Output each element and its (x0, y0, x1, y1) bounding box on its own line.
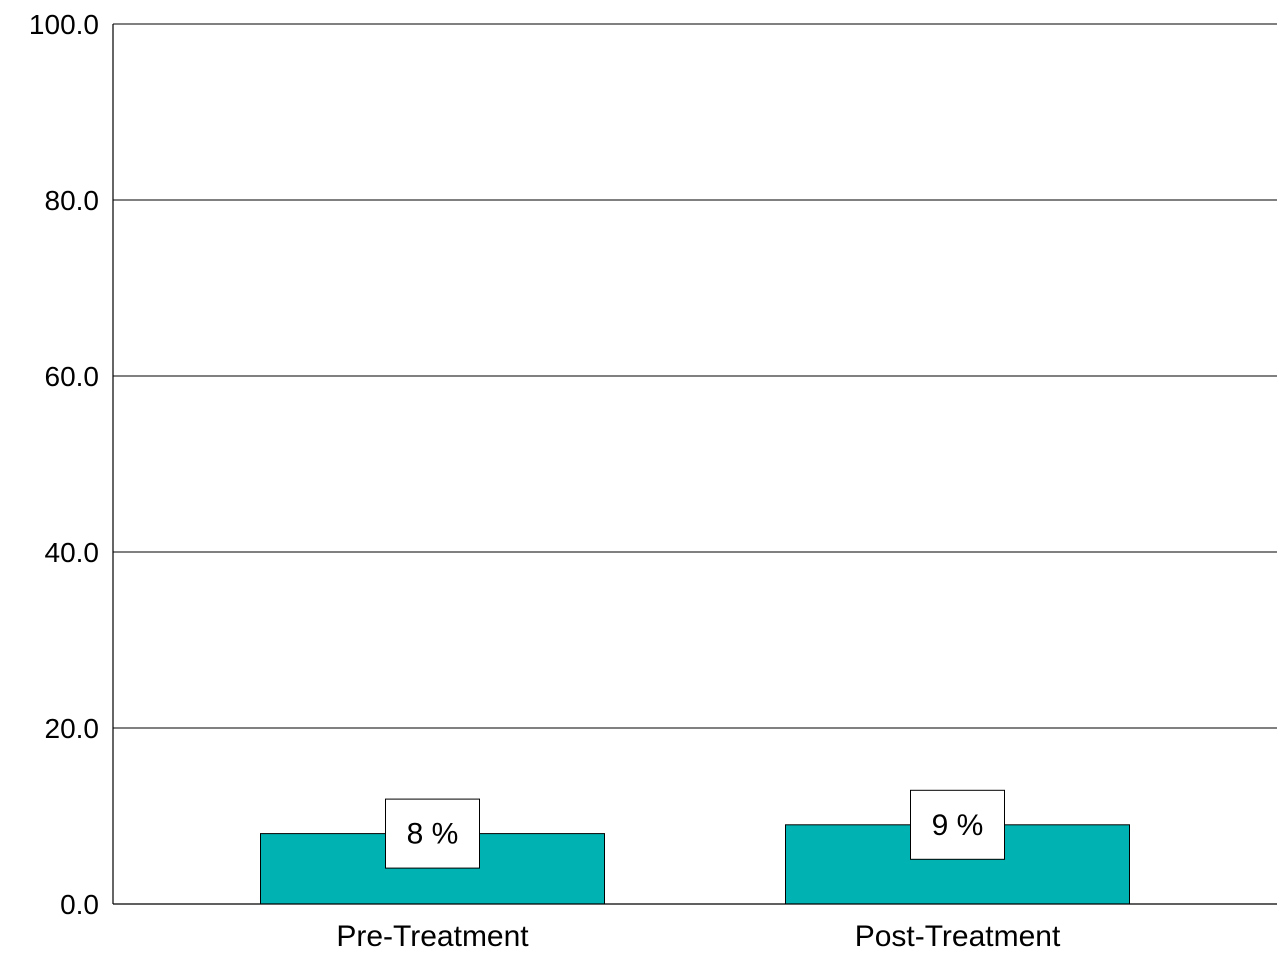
x-category-label: Post-Treatment (855, 920, 1061, 953)
gridlines (113, 23, 1277, 729)
x-category-label: Pre-Treatment (336, 920, 529, 953)
y-tick-label: 40.0 (45, 537, 100, 568)
data-labels: 8 % 9 % (385, 789, 1005, 869)
data-label: 8 % (407, 818, 459, 851)
y-tick-labels: 0.0 20.0 40.0 60.0 80.0 100.0 (29, 9, 99, 920)
y-tick-label: 100.0 (29, 9, 99, 40)
data-label-box (385, 798, 480, 869)
y-tick-label: 20.0 (45, 713, 100, 744)
y-tick-label: 80.0 (45, 185, 100, 216)
x-category-labels: Pre-Treatment Post-Treatment (336, 920, 1061, 953)
data-label: 9 % (932, 809, 984, 842)
y-tick-label: 60.0 (45, 361, 100, 392)
axes (112, 24, 1277, 905)
data-label-box (910, 789, 1005, 860)
y-tick-label: 0.0 (60, 889, 99, 920)
